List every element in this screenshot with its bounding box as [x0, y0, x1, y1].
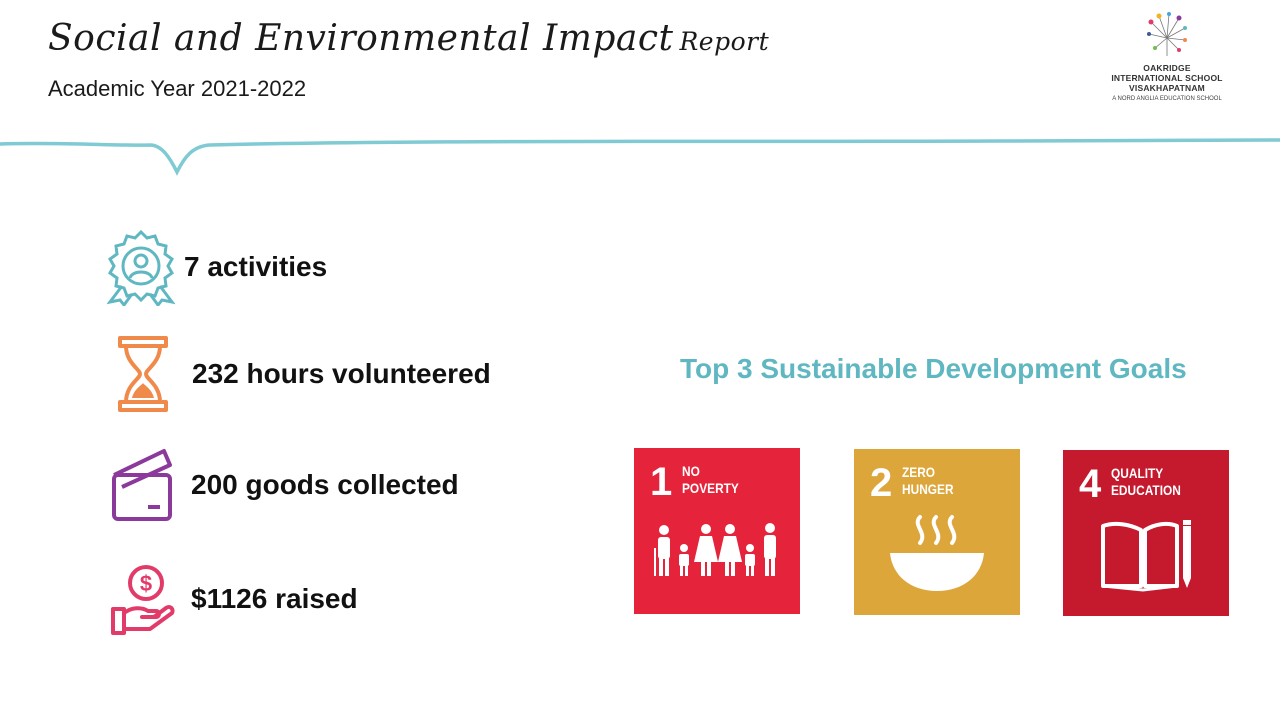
logo-tagline: A NORD ANGLIA EDUCATION SCHOOL [1112, 96, 1222, 102]
family-icon [654, 523, 776, 576]
title-suffix: Report [679, 27, 770, 56]
book-pencil-icon [1101, 520, 1191, 592]
sdg-label: QUALITY EDUCATION [1111, 465, 1181, 499]
sdg-label-line2: HUNGER [902, 481, 954, 497]
open-box-icon [112, 449, 172, 521]
logo-name-line1: OAKRIDGE [1143, 63, 1191, 73]
academic-year: Academic Year 2021-2022 [48, 76, 307, 101]
school-logo: OAKRIDGE INTERNATIONAL SCHOOL VISAKHAPAT… [1104, 12, 1230, 103]
sdg-tile-quality-education: 4 QUALITY EDUCATION [1063, 450, 1229, 616]
logo-name-line2: INTERNATIONAL SCHOOL [1111, 73, 1223, 83]
amount-raised: $1126 raised [191, 583, 358, 614]
award-badge-icon [106, 229, 176, 306]
sdg-label-line2: EDUCATION [1111, 482, 1181, 498]
stat-hours: 232 hours volunteered [116, 335, 491, 413]
activities-count: 7 activities [184, 251, 328, 282]
sdg-label-line2: POVERTY [682, 480, 739, 496]
logo-name-line3: VISAKHAPATNAM [1129, 83, 1205, 93]
sdg-label-line1: QUALITY [1111, 465, 1164, 481]
sdg-label: ZERO HUNGER [902, 464, 954, 498]
svg-text:$: $ [140, 571, 152, 596]
report-title: Social and Environmental Impact Report [48, 18, 769, 59]
sdg-tile-zero-hunger: 2 ZERO HUNGER [854, 449, 1020, 615]
sdg-number: 4 [1079, 462, 1102, 506]
hand-coin-icon: $ [111, 565, 175, 635]
sdg-tile-no-poverty: 1 NO POVERTY [634, 448, 800, 614]
stat-raised: $ $1126 raised [110, 563, 358, 635]
sdg-number: 1 [650, 460, 673, 504]
sdg-label: NO POVERTY [682, 463, 739, 497]
sdg-heading: Top 3 Sustainable Development Goals [680, 353, 1187, 384]
bowl-icon [890, 515, 984, 591]
stat-activities: 7 activities [104, 228, 327, 306]
sdg-label-line1: NO [682, 463, 700, 479]
title-main: Social and Environmental Impact [48, 18, 674, 59]
sdg-number: 2 [870, 461, 893, 505]
dandelion-logo-icon [1147, 12, 1187, 56]
decorative-divider-line [0, 138, 1280, 176]
sdg-label-line1: ZERO [902, 464, 936, 480]
hourglass-icon [118, 336, 168, 412]
goods-collected: 200 goods collected [191, 469, 459, 500]
hours-volunteered: 232 hours volunteered [192, 358, 491, 389]
stat-goods: 200 goods collected [110, 447, 459, 523]
